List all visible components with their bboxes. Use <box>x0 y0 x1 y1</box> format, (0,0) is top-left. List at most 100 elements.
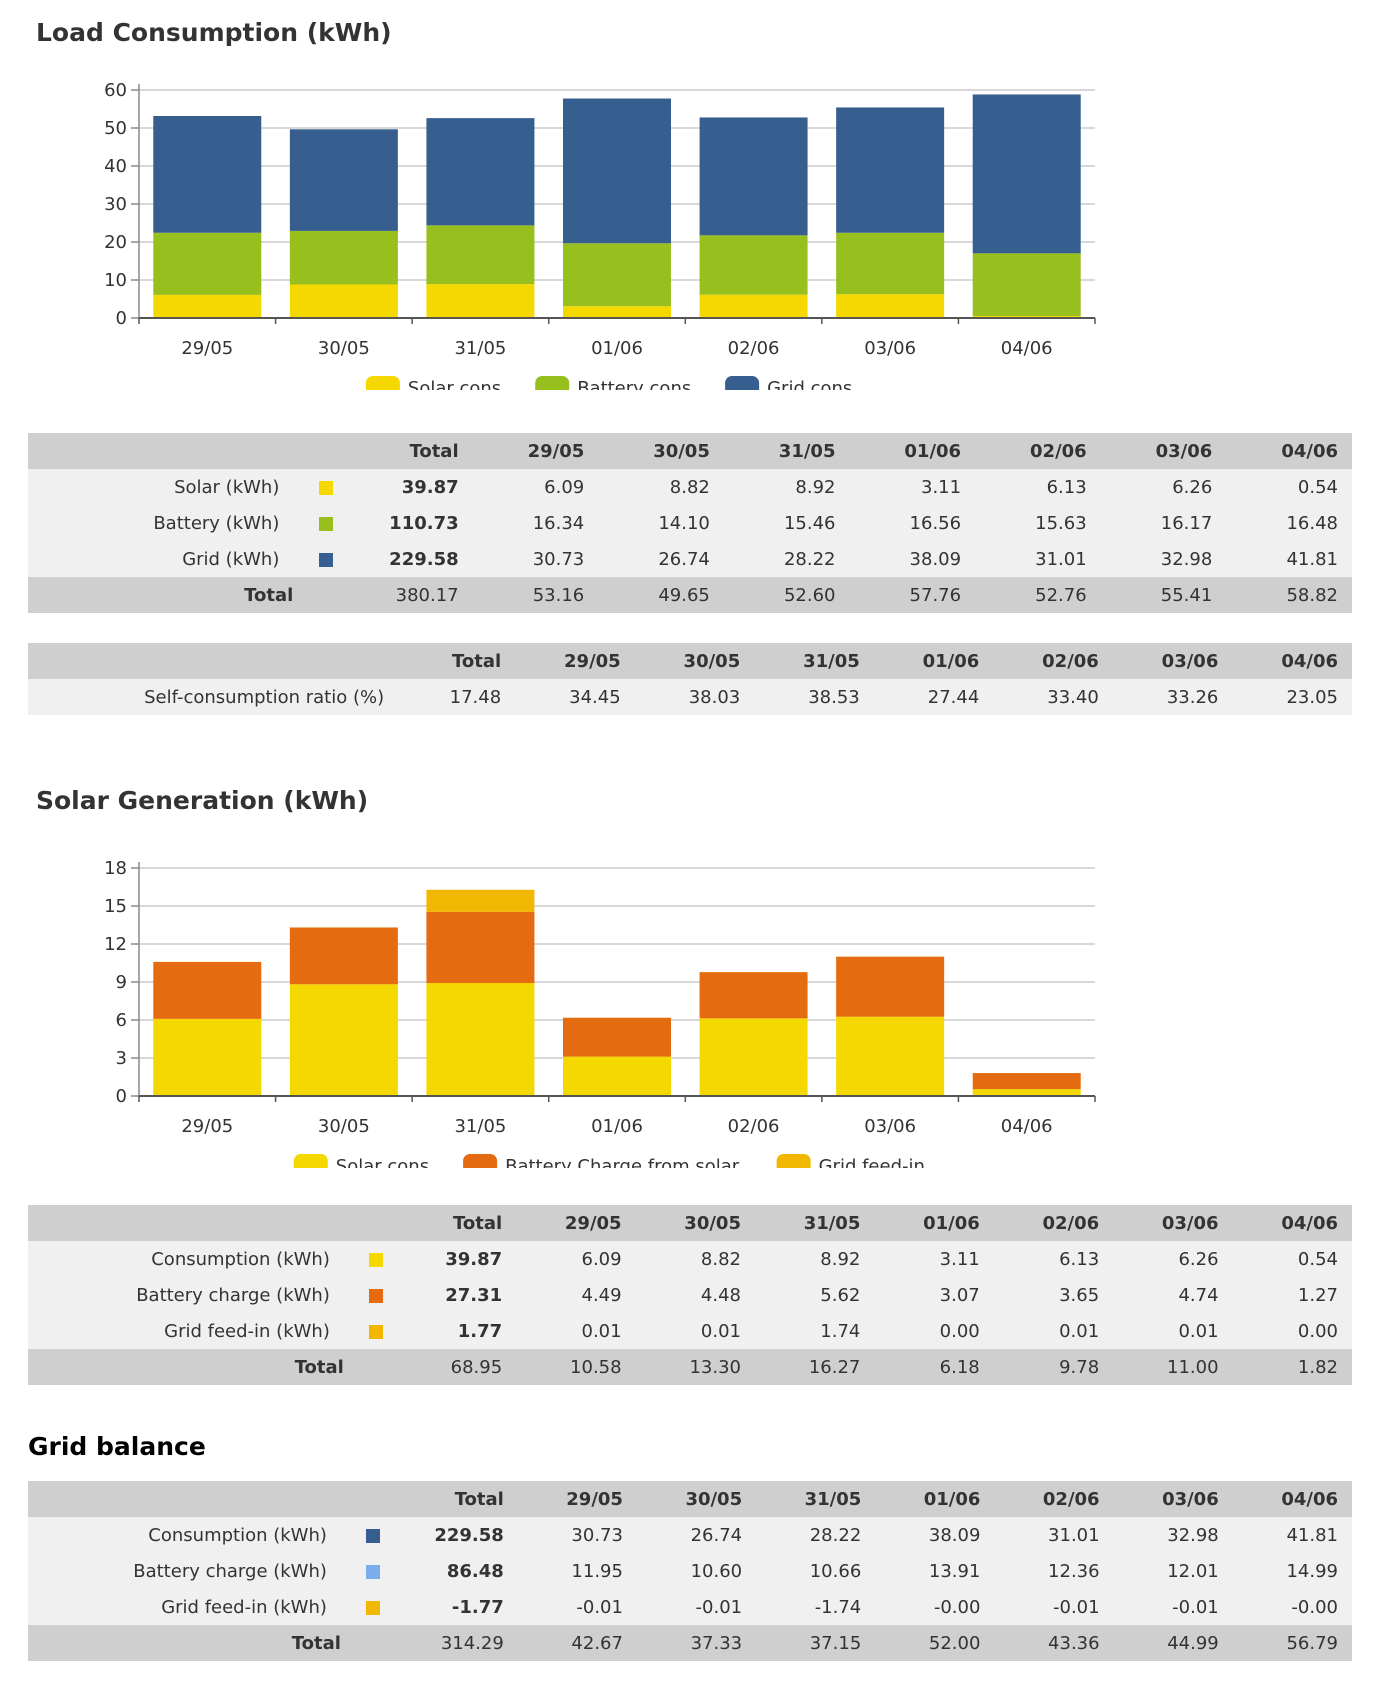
legend-swatch-cell <box>344 1277 397 1313</box>
column-header: 29/05 <box>564 1212 622 1234</box>
bar-segment[interactable] <box>972 94 1081 254</box>
bar-segment[interactable] <box>699 235 808 295</box>
table-cell: 6.09 <box>581 1248 622 1270</box>
legend-swatch-cell <box>341 1589 395 1625</box>
legend-item[interactable]: Grid feed-in <box>776 1154 925 1168</box>
table-cell: 33.40 <box>1047 686 1099 708</box>
x-tick-label: 29/05 <box>181 338 233 359</box>
x-tick-label: 31/05 <box>454 338 506 359</box>
bar-segment[interactable] <box>972 315 1081 318</box>
bar-segment[interactable] <box>972 1073 1081 1090</box>
column-header: 30/05 <box>683 650 741 672</box>
bar-segment[interactable] <box>563 243 671 307</box>
bar-segment[interactable] <box>153 1018 262 1096</box>
bar-segment[interactable] <box>426 225 535 285</box>
bar-segment[interactable] <box>563 98 671 244</box>
bar-segment[interactable] <box>699 117 808 236</box>
column-header: 03/06 <box>1155 440 1213 462</box>
row-label: Battery (kWh) <box>153 512 280 534</box>
color-swatch <box>366 1564 381 1579</box>
legend-item[interactable]: Solar cons. <box>365 376 507 390</box>
bar-segment[interactable] <box>563 1056 671 1096</box>
bar-segment[interactable] <box>426 983 535 1096</box>
table-cell: 38.03 <box>688 686 741 708</box>
row-label: Consumption (kWh) <box>151 1248 330 1270</box>
y-tick-label: 15 <box>104 896 127 917</box>
legend-item[interactable]: Battery Charge from solar <box>463 1154 740 1168</box>
total-cell: 52.00 <box>928 1632 981 1654</box>
column-header: 01/06 <box>923 1488 981 1510</box>
table-row: Battery charge (kWh) 86.48 11.95 10.60 10.66… <box>28 1553 1352 1589</box>
bar-segment[interactable] <box>426 118 535 226</box>
legend-swatch-cell <box>344 1241 397 1277</box>
row-label: Battery charge (kWh) <box>133 1560 327 1582</box>
bar-segment[interactable] <box>426 911 535 984</box>
table-row: Battery charge (kWh) 27.31 4.49 4.48 5.62 3.0… <box>28 1277 1352 1313</box>
bar-segment[interactable] <box>699 1018 808 1096</box>
load-consumption-table: Total 29/05 30/05 31/05 01/06 02/06 03/06 04/06… <box>28 433 1352 613</box>
total-label: Total <box>244 584 294 606</box>
bar-segment[interactable] <box>153 961 262 1019</box>
table-cell: 15.46 <box>783 512 836 534</box>
header-spacer <box>293 433 346 469</box>
bar-segment[interactable] <box>153 232 262 295</box>
row-total-value: 229.58 <box>389 548 459 570</box>
legend-item[interactable]: Solar cons. <box>293 1154 435 1168</box>
bar-segment[interactable] <box>836 956 945 1017</box>
y-tick-label: 3 <box>116 1048 127 1069</box>
bar-segment[interactable] <box>289 984 398 1096</box>
total-cell: 58.82 <box>1286 584 1338 606</box>
bar-segment[interactable] <box>836 232 945 295</box>
bar-segment[interactable] <box>426 284 535 318</box>
table-cell: 31.01 <box>1048 1524 1100 1546</box>
color-swatch <box>318 516 333 531</box>
bar-segment[interactable] <box>836 107 945 233</box>
table-cell: -0.00 <box>933 1596 981 1618</box>
table-cell: 38.09 <box>909 548 962 570</box>
bar-segment[interactable] <box>289 129 398 231</box>
bar-segment[interactable] <box>836 294 945 318</box>
bar-segment[interactable] <box>289 284 398 318</box>
bar-segment[interactable] <box>426 889 535 912</box>
table-cell: 23.05 <box>1286 686 1338 708</box>
legend-item[interactable]: Grid cons. <box>725 376 858 390</box>
column-header: 31/05 <box>804 1488 862 1510</box>
bar-segment[interactable] <box>289 230 398 285</box>
bar-segment[interactable] <box>563 1017 671 1057</box>
table-row: Consumption (kWh) 39.87 6.09 8.82 8.92 3.11 6.… <box>28 1241 1352 1277</box>
column-header: 03/06 <box>1161 1212 1219 1234</box>
bar-segment[interactable] <box>972 1089 1081 1096</box>
legend-swatch-cell <box>293 505 346 541</box>
x-tick-label: 04/06 <box>1001 338 1053 359</box>
x-tick-label: 04/06 <box>1001 1116 1053 1137</box>
x-tick-label: 30/05 <box>318 1116 370 1137</box>
column-header: 29/05 <box>564 650 621 672</box>
table-row: Grid (kWh) 229.58 30.73 26.74 28.22 38.09 31.0… <box>28 541 1352 577</box>
table-cell: 31.01 <box>1035 548 1087 570</box>
table-header-row: Total 29/05 30/05 31/05 01/06 02/06 03/06 04/06 <box>28 1481 1352 1517</box>
column-header: 02/06 <box>1030 440 1087 462</box>
legend-item[interactable]: Battery cons. <box>535 376 697 390</box>
legend-swatch-cell <box>341 1517 395 1553</box>
x-tick-label: 03/06 <box>864 338 916 359</box>
total-cell: 11.00 <box>1167 1356 1219 1378</box>
column-header: 03/06 <box>1162 1488 1219 1510</box>
bar-segment[interactable] <box>289 927 398 985</box>
color-swatch <box>366 1600 381 1615</box>
bar-segment[interactable] <box>836 1016 945 1096</box>
bar-segment[interactable] <box>699 294 808 318</box>
table-header-row: Total 29/05 30/05 31/05 01/06 02/06 03/06 04/06 <box>28 643 1352 679</box>
table-cell: 6.13 <box>1059 1248 1100 1270</box>
bar-segment[interactable] <box>563 306 671 318</box>
bar-segment[interactable] <box>153 115 262 233</box>
legend-swatch <box>365 376 400 390</box>
table-cell: 16.48 <box>1286 512 1338 534</box>
bar-segment[interactable] <box>699 972 808 1019</box>
bar-segment[interactable] <box>153 294 262 318</box>
row-total-value: 110.73 <box>389 512 459 534</box>
total-cell: 380.17 <box>395 584 459 606</box>
table-cell: 30.73 <box>571 1524 623 1546</box>
color-swatch <box>369 1324 384 1339</box>
bar-segment[interactable] <box>972 253 1081 316</box>
table-cell: 12.36 <box>1048 1560 1100 1582</box>
